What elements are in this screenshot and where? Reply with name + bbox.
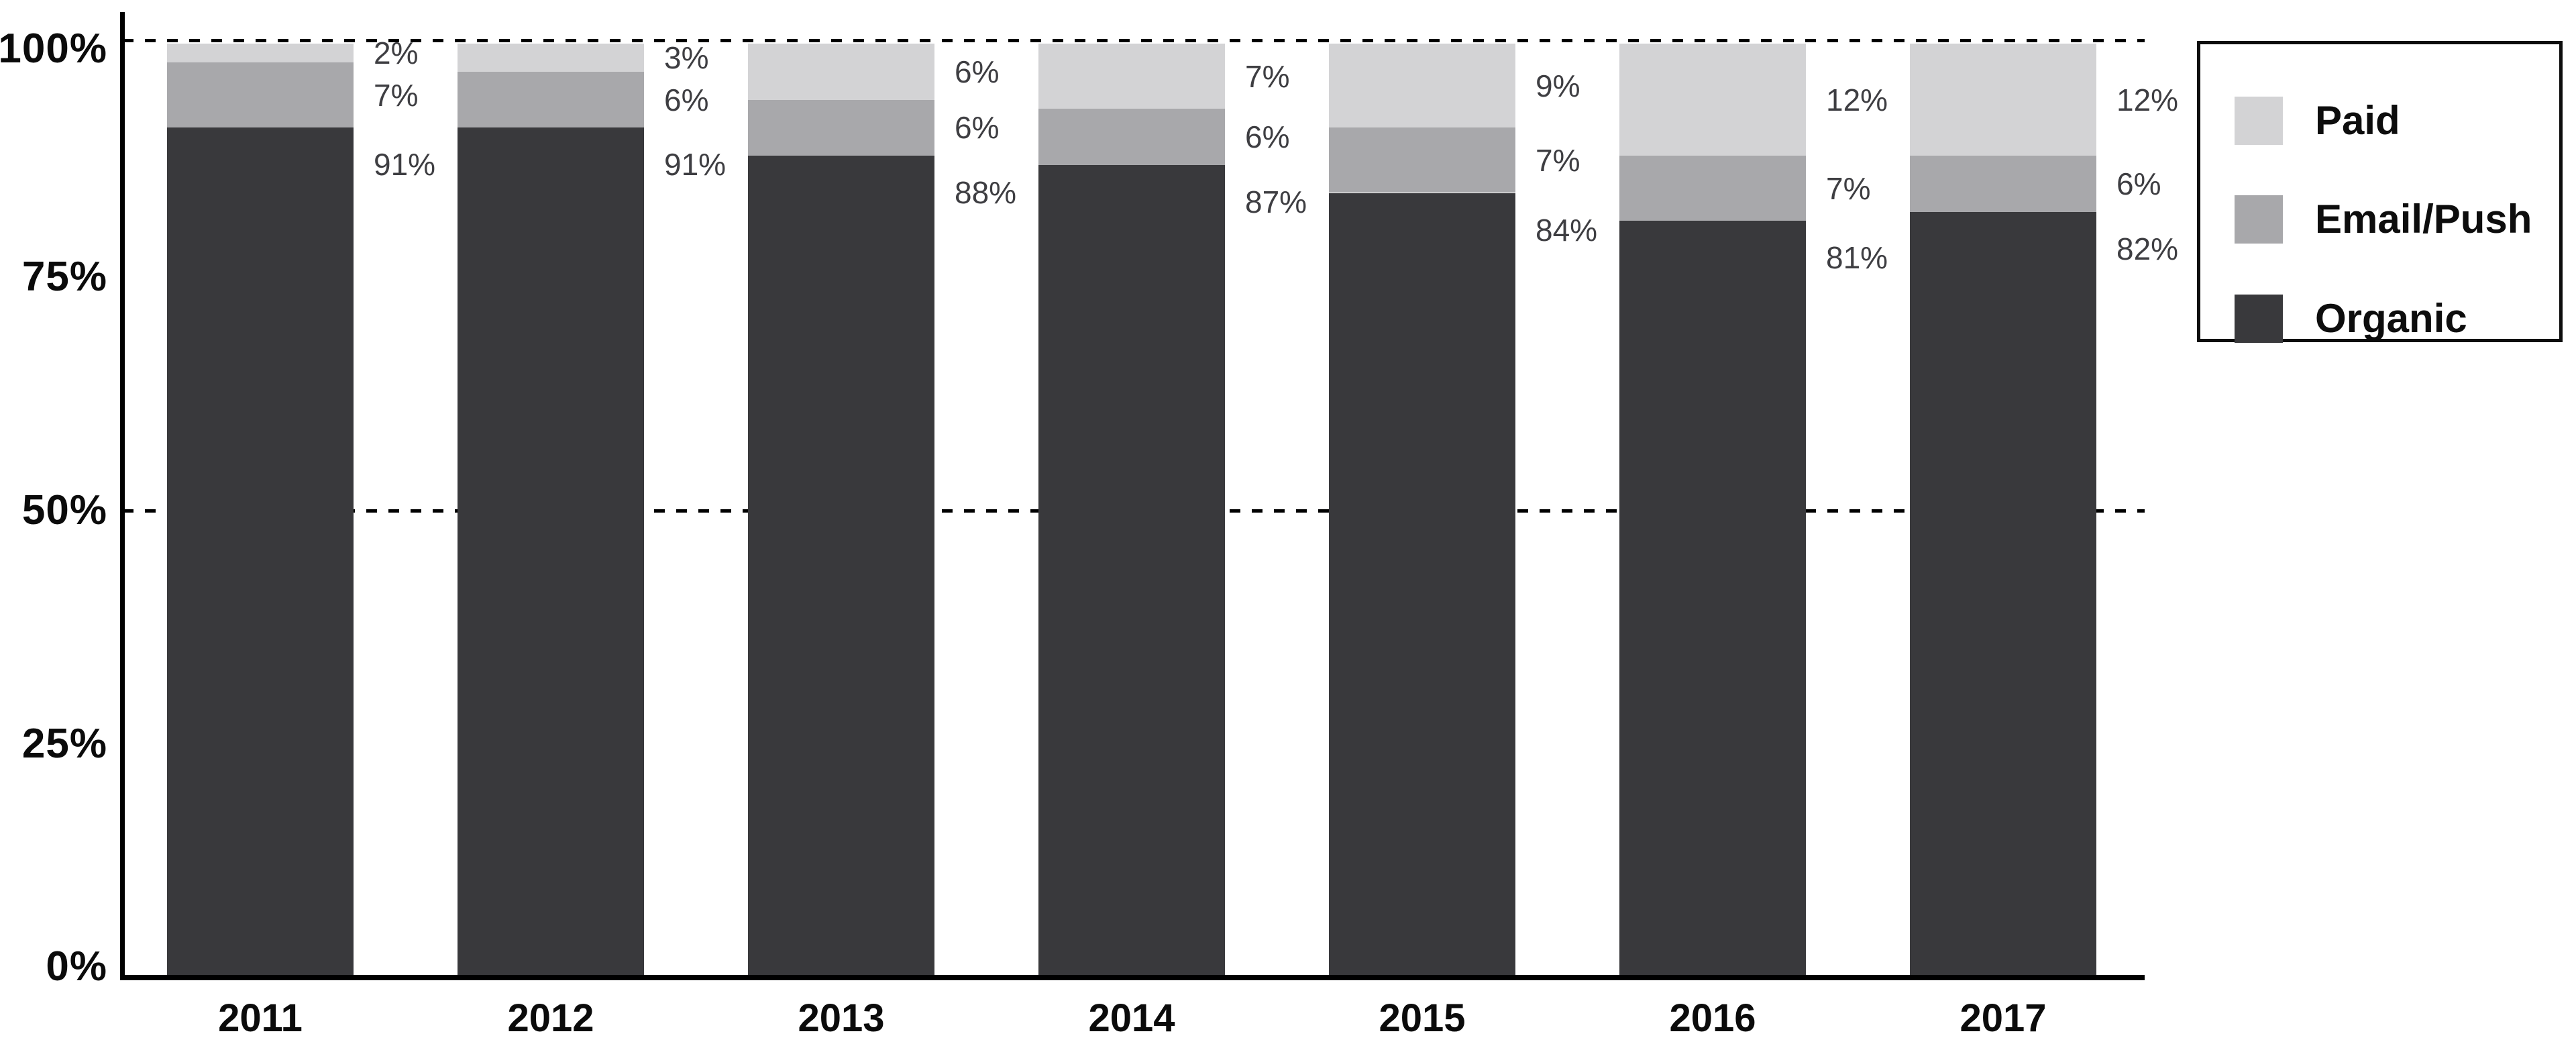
bar-value-label-organic: 88%	[955, 175, 1017, 210]
x-axis-label: 2011	[218, 996, 303, 1040]
bar-segment-organic	[748, 156, 934, 978]
bar-segment-paid	[748, 44, 934, 100]
x-axis-label: 2016	[1669, 996, 1756, 1040]
x-axis-label: 2015	[1379, 996, 1466, 1040]
x-axis-label: 2017	[1960, 996, 2047, 1040]
bar-value-label-email-push: 7%	[1826, 171, 1871, 206]
y-axis-tick-label: 0%	[46, 943, 107, 990]
bar-segment-email-push	[1329, 127, 1515, 193]
bar-segment-paid	[1910, 44, 2096, 156]
y-axis-tick-label: 100%	[0, 25, 107, 72]
bar-value-label-organic: 81%	[1826, 240, 1888, 275]
h-gridline-100pct	[123, 39, 2145, 42]
bar-value-label-paid: 12%	[1826, 83, 1888, 117]
bar-segment-email-push	[748, 100, 934, 156]
bar-segment-email-push	[1910, 156, 2096, 212]
bar-segment-organic	[167, 127, 354, 978]
legend-label: Organic	[2315, 296, 2467, 341]
bar-segment-paid	[1619, 44, 1806, 156]
bar-segment-organic	[458, 127, 644, 978]
legend-label: Paid	[2315, 98, 2400, 143]
bar-segment-paid	[1038, 44, 1225, 109]
bar-value-label-email-push: 6%	[2116, 166, 2161, 201]
bar-segment-organic	[1329, 193, 1515, 978]
y-axis-tick-label: 25%	[21, 721, 107, 767]
bar-value-label-email-push: 7%	[1536, 143, 1580, 178]
bar-value-label-organic: 91%	[664, 147, 727, 182]
y-axis-tick-label: 50%	[21, 487, 107, 533]
legend-swatch-email-push	[2235, 195, 2283, 244]
x-axis-label: 2013	[798, 996, 885, 1040]
bar-segment-email-push	[1038, 109, 1225, 165]
legend-swatch-organic	[2235, 295, 2283, 343]
x-axis-label: 2012	[507, 996, 594, 1040]
bar-value-label-organic: 82%	[2116, 231, 2179, 266]
bar-value-label-email-push: 6%	[664, 83, 709, 117]
x-axis-line	[123, 975, 2145, 980]
legend-swatch-paid	[2235, 97, 2283, 145]
legend-label: Email/Push	[2315, 197, 2532, 242]
bar-value-label-paid: 9%	[1536, 68, 1580, 103]
bar-value-label-organic: 84%	[1536, 213, 1598, 248]
bar-segment-email-push	[458, 72, 644, 128]
bar-value-label-paid: 6%	[955, 54, 1000, 89]
y-axis-line	[120, 12, 125, 980]
bar-value-label-paid: 7%	[1245, 59, 1290, 94]
bar-value-label-organic: 91%	[374, 147, 436, 182]
bar-value-label-paid: 3%	[664, 40, 709, 75]
x-axis-label: 2014	[1088, 996, 1175, 1040]
bar-value-label-paid: 12%	[2116, 83, 2179, 117]
bar-segment-organic	[1619, 221, 1806, 978]
bar-segment-paid	[458, 44, 644, 72]
y-axis-tick-label: 75%	[21, 254, 107, 300]
legend: Paid Email/Push Organic	[2197, 41, 2563, 343]
bar-segment-paid	[167, 44, 354, 62]
bar-segment-organic	[1038, 165, 1225, 978]
bar-value-label-email-push: 7%	[374, 78, 419, 113]
bar-segment-organic	[1910, 212, 2096, 978]
bar-value-label-organic: 87%	[1245, 185, 1307, 219]
bar-value-label-email-push: 6%	[1245, 119, 1290, 154]
bar-segment-paid	[1329, 44, 1515, 127]
bar-value-label-email-push: 6%	[955, 110, 1000, 145]
bar-segment-email-push	[1619, 156, 1806, 221]
bar-segment-email-push	[167, 62, 354, 127]
